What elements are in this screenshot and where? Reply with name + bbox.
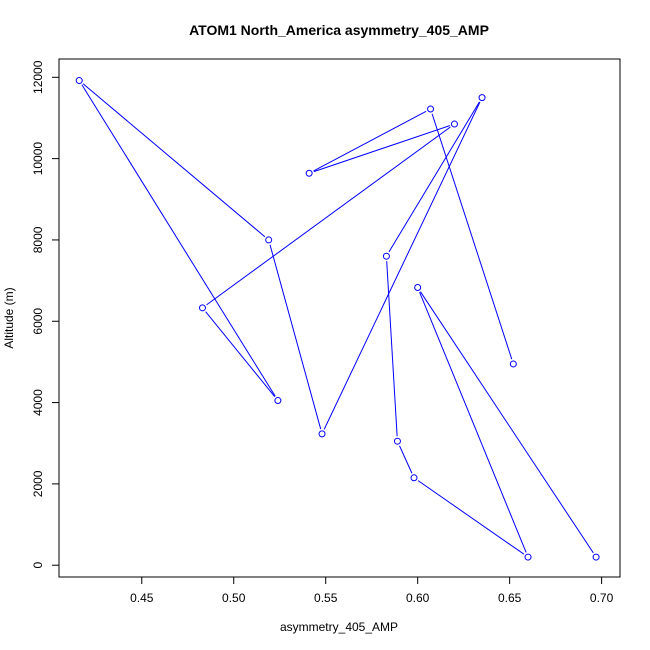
y-axis-label: Altitude (m)	[2, 287, 16, 348]
data-point	[318, 430, 326, 438]
series-line-segment	[205, 311, 276, 397]
data-point	[414, 284, 422, 292]
data-point	[509, 360, 517, 368]
series-line-segment	[269, 244, 322, 430]
series-line-segment	[386, 261, 398, 437]
series-line-segment	[399, 445, 413, 474]
y-tick-label: 10000	[31, 142, 45, 176]
series-line-segment	[419, 291, 527, 553]
y-tick-label: 6000	[31, 308, 45, 335]
series-line-segment	[206, 126, 451, 306]
plot-area	[58, 58, 621, 578]
series-line-segment	[420, 291, 594, 554]
x-tick-label: 0.50	[222, 591, 246, 605]
series	[75, 77, 600, 561]
data-point	[305, 169, 313, 177]
data-point	[450, 120, 458, 128]
x-tick-label: 0.45	[130, 591, 154, 605]
x-tick-label: 0.65	[498, 591, 522, 605]
y-tick-label: 2000	[31, 470, 45, 497]
data-point	[592, 553, 600, 561]
series-line-segment	[313, 110, 427, 172]
data-point	[75, 77, 83, 85]
data-point	[382, 252, 390, 260]
y-tick-label: 8000	[31, 226, 45, 253]
data-point	[524, 553, 532, 561]
series-line-segment	[81, 84, 276, 397]
x-tick-label: 0.70	[590, 591, 614, 605]
data-point	[198, 304, 206, 312]
x-axis: 0.45 0.50 0.55 0.60 0.65 0.70	[130, 577, 614, 605]
series-line-segment	[323, 101, 481, 430]
data-point	[393, 437, 401, 445]
series-line-segment	[431, 113, 513, 360]
x-tick-label: 0.55	[314, 591, 338, 605]
y-axis: 0 2000 4000 6000 8000 10000 12000	[31, 60, 59, 569]
data-point	[427, 105, 435, 113]
chart-title: ATOM1 North_America asymmetry_405_AMP	[189, 22, 489, 38]
data-point	[478, 94, 486, 102]
x-tick-label: 0.60	[406, 591, 430, 605]
data-point	[265, 236, 273, 244]
y-tick-label: 12000	[31, 60, 45, 94]
series-line-segment	[388, 101, 480, 253]
data-point	[410, 474, 418, 482]
x-axis-label: asymmetry_405_AMP	[280, 620, 398, 634]
y-tick-label: 4000	[31, 389, 45, 416]
series-line-segment	[82, 83, 266, 238]
data-point	[274, 397, 282, 405]
series-line-segment	[417, 480, 525, 555]
y-tick-label: 0	[31, 562, 45, 569]
series-line-segment	[313, 125, 450, 173]
